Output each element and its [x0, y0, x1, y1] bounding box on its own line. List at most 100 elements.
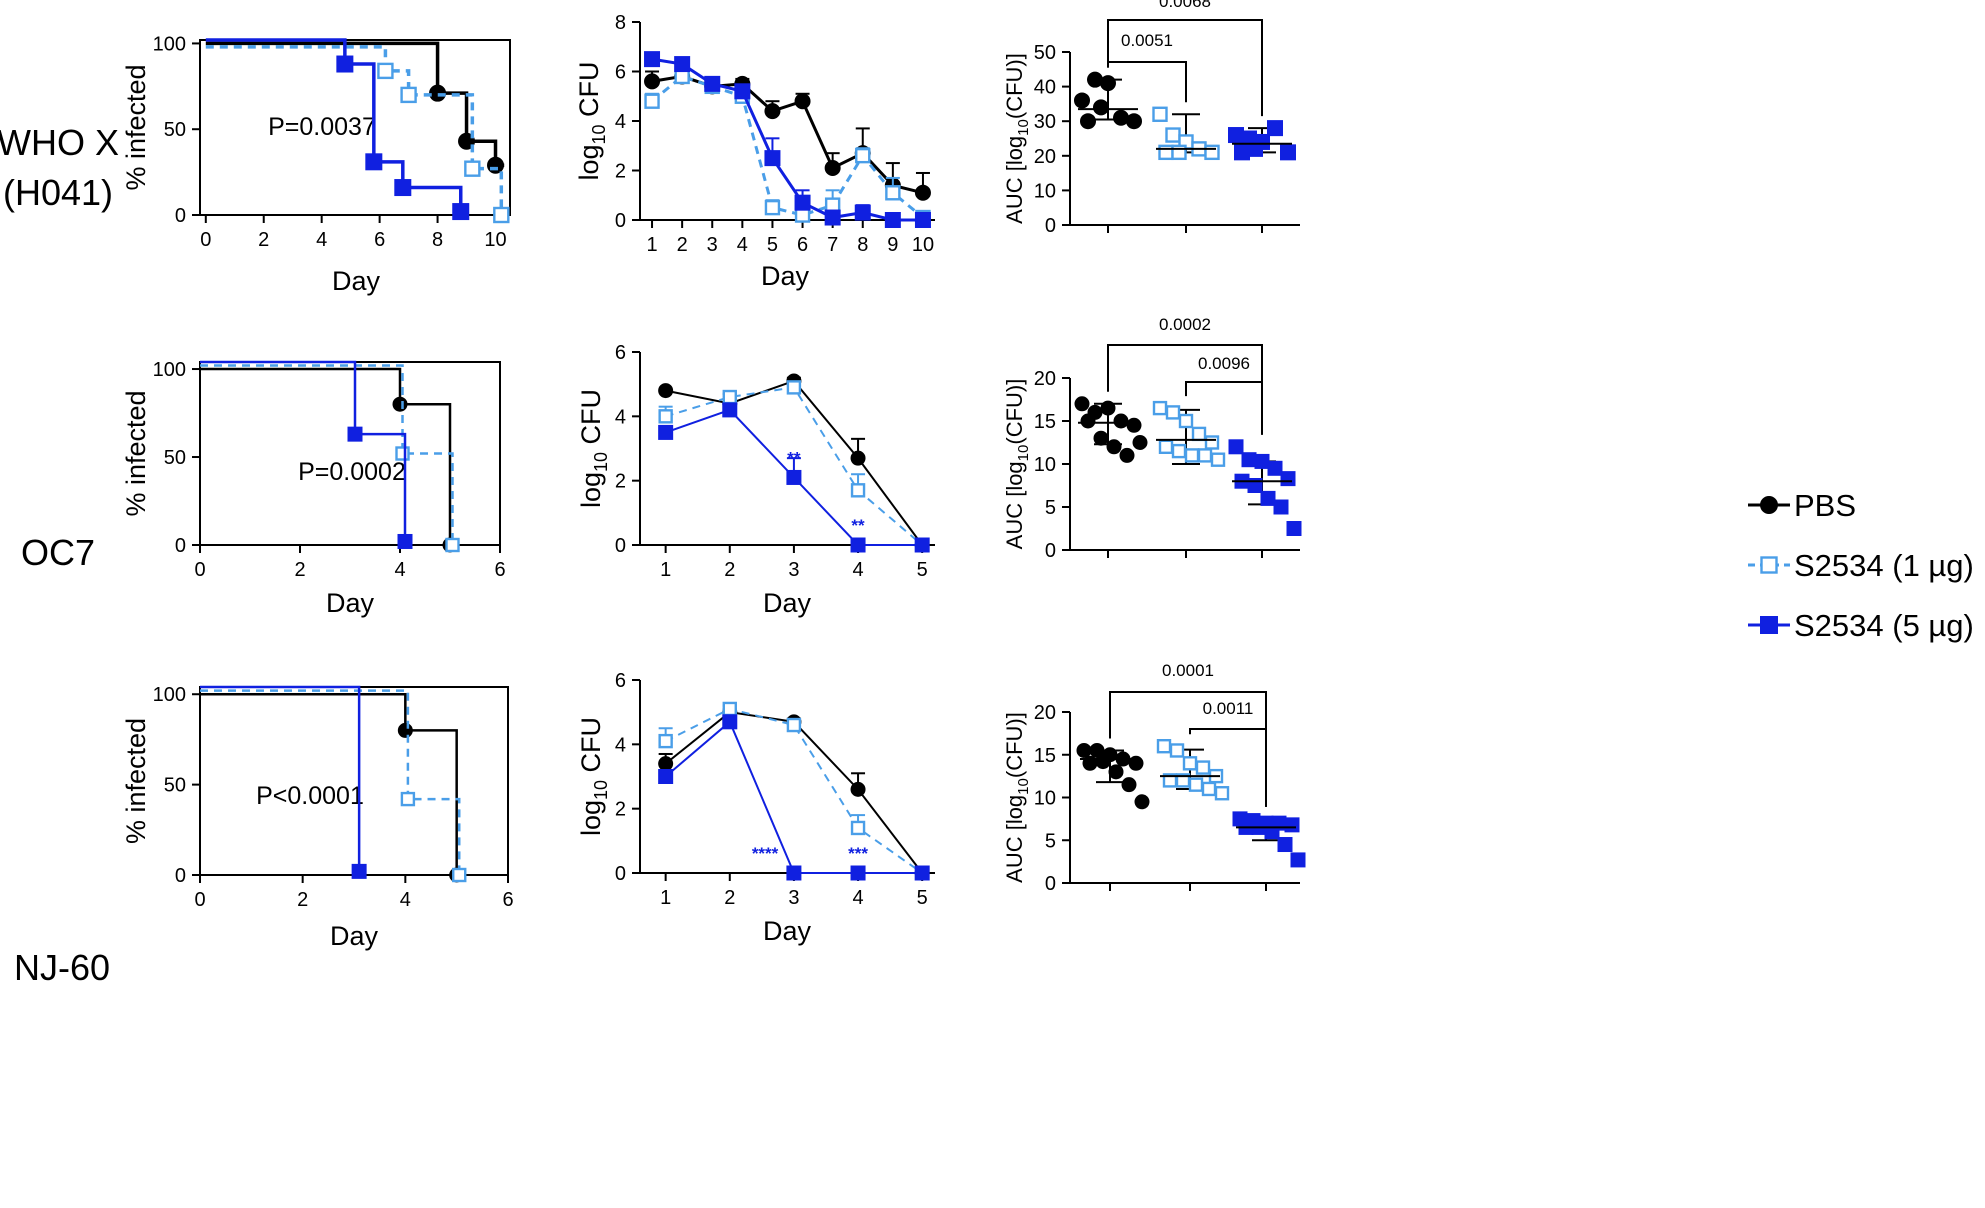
line-pbs — [665, 711, 923, 874]
x-tick-label: 1 — [646, 234, 657, 256]
series-low — [644, 68, 931, 226]
significance-stars: *** — [848, 844, 868, 863]
survival-curve-pbs — [205, 41, 505, 167]
data-point-high — [794, 194, 811, 211]
x-axis-label: Day — [763, 588, 812, 618]
legend-item-pbs: PBS — [1748, 488, 1856, 523]
censor-marker-low — [445, 537, 460, 553]
survival-curve-low — [200, 689, 461, 875]
x-axis-label: Day — [326, 588, 375, 618]
data-point-high — [914, 537, 930, 553]
y-tick-label: 40 — [1034, 77, 1056, 99]
x-axis-label: Day — [330, 921, 379, 951]
data-point-low — [1197, 448, 1213, 463]
data-point-high — [914, 212, 931, 228]
x-tick-label: 1 — [660, 559, 671, 581]
data-point-low — [722, 701, 737, 717]
y-tick-label: 0 — [175, 205, 186, 227]
row-label-whox-line1: WHO X — [0, 122, 119, 163]
x-tick-label: 8 — [432, 229, 443, 251]
bracket-p-value: 0.0001 — [1162, 661, 1214, 680]
data-point-high — [722, 714, 738, 730]
panel-surv-whox: 0 50 100 0 2 4 6 8 10 Day % infected P=0.0037 — [121, 33, 511, 296]
data-point-low — [1178, 413, 1194, 429]
censor-marker-low — [395, 446, 410, 461]
data-point-pbs — [794, 93, 811, 110]
p-value-annotation: P<0.0001 — [256, 782, 364, 810]
censor-marker-low — [464, 160, 481, 177]
panel-surv-oc7: 0 50 100 0 2 4 6 Day % infected P=0.0002 — [121, 359, 506, 618]
group-pbs — [1074, 71, 1142, 130]
data-point-pbs — [1132, 435, 1148, 450]
data-point-low — [850, 820, 866, 836]
data-point-low — [1165, 405, 1181, 420]
group-pbs — [1074, 396, 1148, 463]
censor-marker-low — [377, 62, 394, 80]
x-tick-label: 6 — [494, 559, 505, 581]
y-axis-label: AUC [log10(CFU)] — [1002, 53, 1032, 224]
x-tick-label: 0 — [194, 559, 205, 581]
x-tick-label: 3 — [788, 887, 799, 909]
data-point-pbs — [1074, 396, 1090, 412]
data-point-high — [1277, 837, 1293, 853]
series-pbs — [205, 41, 505, 174]
series-high — [658, 714, 930, 881]
censor-marker-low — [400, 791, 416, 807]
row-label-whox-line2: (H041) — [3, 172, 113, 213]
series-high — [658, 402, 930, 553]
data-point-low — [1152, 400, 1168, 416]
x-tick-label: 2 — [724, 559, 735, 581]
data-point-pbs — [824, 160, 841, 177]
x-tick-label: 2 — [724, 887, 735, 909]
data-point-pbs — [658, 383, 674, 399]
x-tick-label: 4 — [400, 889, 411, 911]
group-low — [1152, 106, 1220, 161]
data-point-pbs — [1100, 75, 1116, 92]
x-tick-label: 3 — [788, 559, 799, 581]
significance-bracket — [1107, 344, 1263, 435]
y-tick-label: 8 — [615, 12, 626, 34]
y-tick-label: 6 — [615, 670, 626, 692]
data-point-high — [1267, 120, 1283, 137]
y-tick-label: 0 — [615, 863, 626, 885]
censor-marker-low — [452, 867, 467, 883]
censor-marker-pbs — [397, 722, 413, 738]
significance-stars: **** — [752, 844, 779, 863]
data-point-low — [1182, 756, 1198, 771]
x-tick-label: 8 — [857, 234, 868, 256]
legend-label-low: S2534 (1 µg) — [1794, 548, 1974, 583]
line-high — [665, 720, 923, 874]
x-axis-label: Day — [761, 261, 810, 291]
bracket-p-value: 0.0051 — [1121, 31, 1173, 50]
y-axis-label: % infected — [121, 390, 151, 516]
p-value-annotation: P=0.0037 — [268, 113, 376, 141]
y-tick-label: 50 — [1034, 42, 1056, 64]
x-tick-label: 5 — [767, 234, 778, 256]
data-point-high — [1260, 490, 1276, 506]
y-tick-label: 6 — [615, 342, 626, 364]
data-point-high — [1280, 471, 1296, 487]
data-point-pbs — [914, 184, 931, 201]
y-tick-label: 10 — [1034, 788, 1056, 810]
y-tick-label: 0 — [1045, 540, 1056, 562]
y-tick-label: 100 — [153, 33, 186, 55]
data-point-low — [1156, 739, 1172, 754]
x-tick-label: 5 — [917, 887, 928, 909]
data-point-pbs — [1106, 439, 1122, 455]
data-point-high — [1241, 452, 1257, 468]
survival-curve-low — [205, 45, 505, 217]
data-point-high — [658, 424, 674, 440]
data-point-pbs — [1093, 99, 1109, 116]
survival-curve-high — [200, 685, 361, 872]
x-tick-label: 2 — [294, 559, 305, 581]
data-point-high — [914, 865, 930, 881]
data-point-low — [1152, 106, 1168, 122]
data-point-high — [658, 769, 674, 784]
y-tick-label: 0 — [1045, 873, 1056, 895]
group-high — [1228, 439, 1302, 536]
data-point-high — [674, 56, 691, 73]
legend-marker-low — [1760, 556, 1778, 574]
plot-frame — [199, 686, 509, 876]
